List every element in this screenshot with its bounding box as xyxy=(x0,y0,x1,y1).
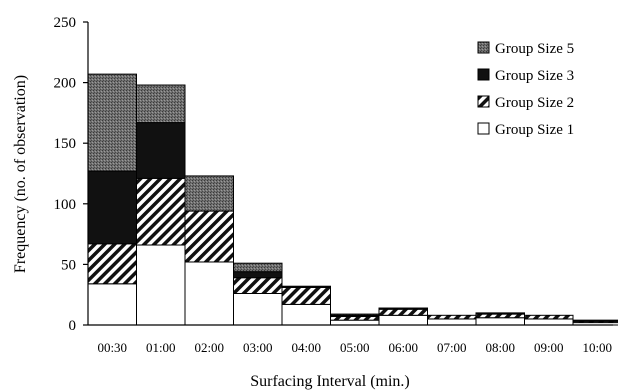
bar-segment-group-size-3-0400 xyxy=(281,285,331,288)
bar-segment-group-size-1-0600 xyxy=(378,314,428,326)
bar-segment-group-size-2-0200 xyxy=(184,210,234,263)
bar-segment-group-size-1-0900 xyxy=(524,318,574,326)
x-tick-label: 05:00 xyxy=(340,340,370,355)
x-tick-label: 04:00 xyxy=(291,340,321,355)
bar-segment-group-size-1-0500 xyxy=(330,319,380,326)
x-axis-ticks: 00:30 01:00 02:00 03:00 04:00 05:00 06:00 07:00… xyxy=(97,340,612,355)
x-tick-label: 08:00 xyxy=(485,340,515,355)
bar-segment-group-size-5-0500 xyxy=(330,313,380,316)
bar-segment-group-size-5-0100 xyxy=(136,84,186,124)
bar-segment-group-size-2-0300 xyxy=(233,277,283,294)
legend-swatch-group-size-1 xyxy=(477,122,490,135)
x-axis-title: Surfacing Interval (min.) xyxy=(250,373,410,390)
bar-segment-group-size-1-0800 xyxy=(475,317,525,326)
bar-segment-group-size-2-0700 xyxy=(427,314,477,320)
y-tick-label: 0 xyxy=(69,318,77,334)
bar-segment-group-size-3-0300 xyxy=(233,271,283,279)
bar-segment-group-size-2-0030 xyxy=(87,243,137,285)
bar-segment-group-size-3-0030 xyxy=(87,170,137,245)
y-axis-ticks: 0 50 100 150 200 250 xyxy=(54,15,88,334)
x-tick-label: 06:00 xyxy=(388,340,418,355)
bar-segment-group-size-1-0100 xyxy=(136,244,186,326)
bar-segment-group-size-2-0500 xyxy=(330,316,380,321)
bar-segment-group-size-2-0900 xyxy=(524,314,574,320)
bar-segment-group-size-3-0600 xyxy=(378,307,428,310)
legend-label: Group Size 3 xyxy=(495,68,574,84)
x-tick-label: 07:00 xyxy=(437,340,467,355)
bar-segment-group-size-2-0600 xyxy=(378,308,428,316)
bar-segment-group-size-5-0200 xyxy=(184,175,234,212)
y-tick-label: 50 xyxy=(61,257,76,273)
bar-segment-group-size-5-0030 xyxy=(87,73,137,172)
bar-segment-group-size-1-0400 xyxy=(281,303,331,326)
legend-swatch-group-size-2 xyxy=(477,95,490,108)
bar-segment-group-size-2-0800 xyxy=(475,313,525,319)
bar-segment-group-size-1-0030 xyxy=(87,283,137,326)
x-tick-label: 01:00 xyxy=(146,340,176,355)
legend-label: Group Size 2 xyxy=(495,95,574,111)
legend-label: Group Size 1 xyxy=(495,122,574,138)
y-tick-label: 150 xyxy=(54,136,77,152)
x-tick-label: 02:00 xyxy=(194,340,224,355)
legend-label: Group Size 5 xyxy=(495,41,574,57)
bar-segment-group-size-3-0800 xyxy=(475,312,525,315)
bar-segment-group-size-3-0100 xyxy=(136,122,186,179)
x-tick-label: 10:00 xyxy=(582,340,612,355)
legend: Group Size 5 Group Size 3 Group Size 2 Grou… xyxy=(477,41,574,138)
bar-segment-group-size-2-0400 xyxy=(281,286,331,305)
bar-segment-group-size-5-0300 xyxy=(233,262,283,273)
bar-segment-group-size-1-0300 xyxy=(233,292,283,326)
bar-segment-group-size-1-0200 xyxy=(184,261,234,326)
bar-segment-group-size-1-0700 xyxy=(427,318,477,326)
legend-swatch-group-size-5 xyxy=(477,41,490,54)
x-tick-label: 00:30 xyxy=(97,340,127,355)
bar-layer xyxy=(87,73,618,326)
bar-segment-group-size-3-1000 xyxy=(572,319,618,322)
x-tick-label: 03:00 xyxy=(243,340,273,355)
y-tick-label: 100 xyxy=(54,197,77,213)
bar-segment-group-size-2-0100 xyxy=(136,177,186,246)
legend-swatch-group-size-3 xyxy=(477,68,490,81)
y-axis-title: Frequency (no. of observation) xyxy=(12,75,29,273)
y-tick-label: 200 xyxy=(54,76,77,92)
y-tick-label: 250 xyxy=(54,15,77,31)
x-tick-label: 09:00 xyxy=(534,340,564,355)
